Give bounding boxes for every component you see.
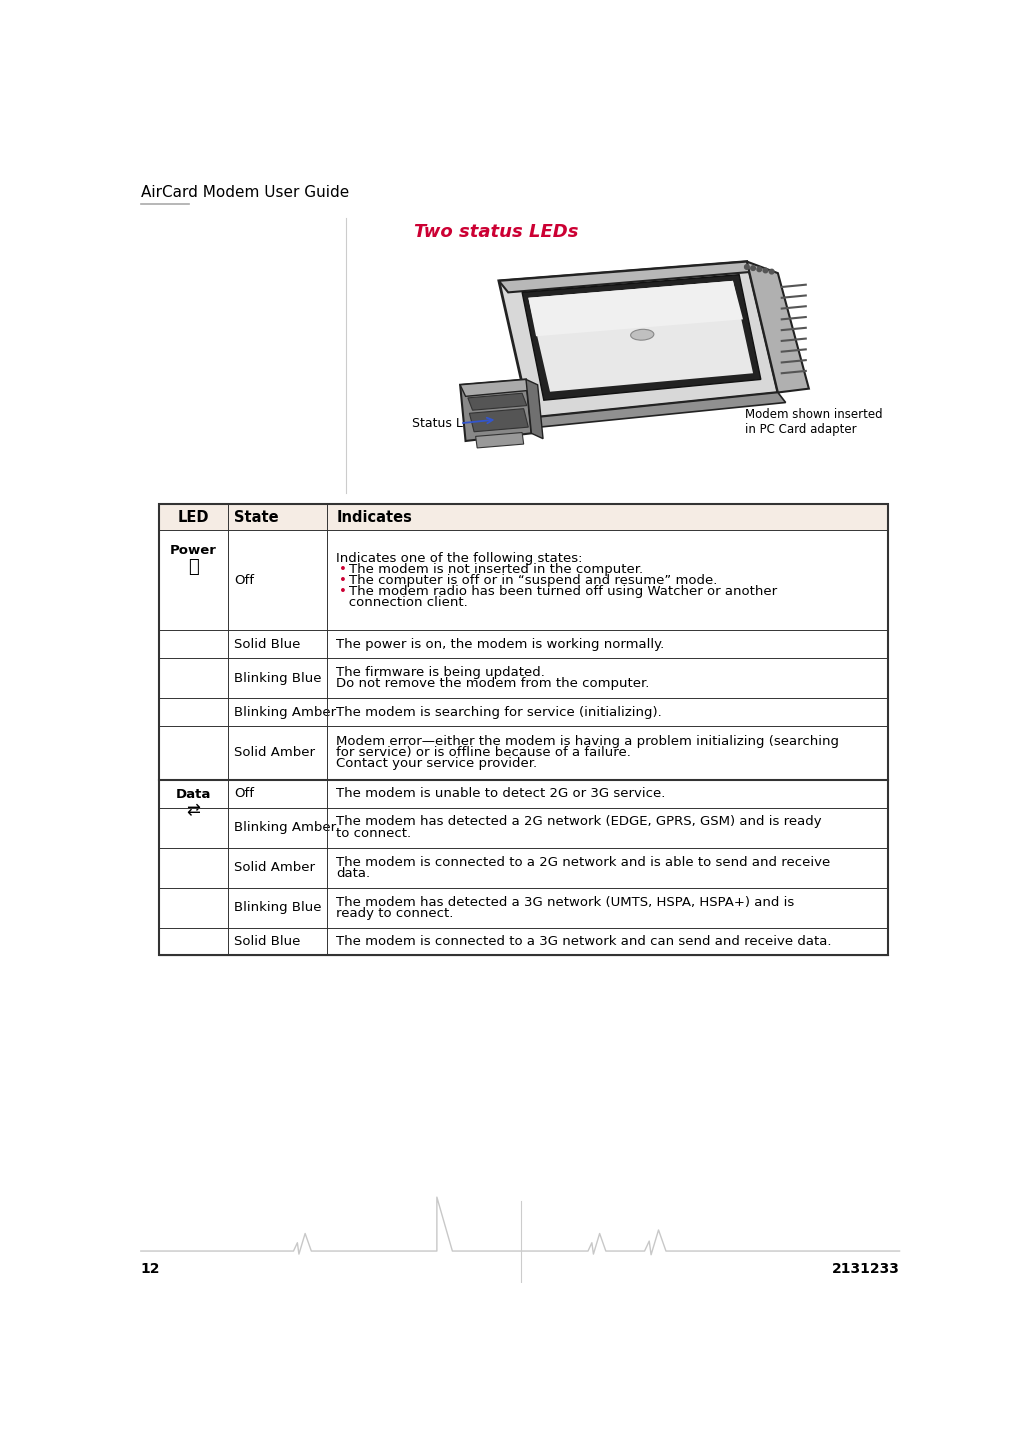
Text: The modem is unable to detect 2G or 3G service.: The modem is unable to detect 2G or 3G s…	[336, 787, 666, 800]
Text: Off: Off	[233, 787, 254, 800]
Text: Blinking Amber: Blinking Amber	[233, 820, 336, 833]
Polygon shape	[530, 392, 786, 427]
Text: Off: Off	[233, 574, 254, 587]
Polygon shape	[476, 433, 524, 448]
Bar	[159, 505, 888, 956]
Text: 2131233: 2131233	[831, 1262, 899, 1276]
Text: ⇄: ⇄	[187, 802, 200, 819]
Bar	[159, 505, 888, 531]
Polygon shape	[499, 261, 777, 418]
Text: The modem is searching for service (initializing).: The modem is searching for service (init…	[336, 705, 662, 718]
Circle shape	[745, 265, 749, 270]
Polygon shape	[529, 281, 743, 336]
Text: Blinking Blue: Blinking Blue	[233, 901, 322, 914]
Text: The firmware is being updated.: The firmware is being updated.	[336, 666, 545, 679]
Text: State: State	[233, 509, 278, 525]
Polygon shape	[526, 379, 543, 438]
Text: Do not remove the modem from the computer.: Do not remove the modem from the compute…	[336, 678, 650, 691]
Text: Power: Power	[171, 544, 217, 557]
Text: ready to connect.: ready to connect.	[336, 907, 454, 920]
Polygon shape	[460, 379, 532, 441]
Polygon shape	[747, 261, 809, 392]
Text: connection client.: connection client.	[336, 596, 468, 609]
Polygon shape	[499, 261, 754, 293]
Text: LED: LED	[178, 509, 209, 525]
Text: The modem has detected a 2G network (EDGE, GPRS, GSM) and is ready: The modem has detected a 2G network (EDG…	[336, 816, 822, 829]
Text: AirCard Modem User Guide: AirCard Modem User Guide	[141, 186, 349, 200]
Polygon shape	[460, 379, 532, 397]
Circle shape	[763, 268, 767, 273]
Text: Blinking Blue: Blinking Blue	[233, 672, 322, 685]
Ellipse shape	[630, 329, 654, 340]
Text: The modem radio has been turned off using Watcher or another: The modem radio has been turned off usin…	[348, 585, 776, 598]
Text: Solid Amber: Solid Amber	[233, 747, 315, 760]
Text: The modem is connected to a 2G network and is able to send and receive: The modem is connected to a 2G network a…	[336, 855, 830, 868]
Circle shape	[757, 267, 761, 271]
Text: Solid Amber: Solid Amber	[233, 861, 315, 874]
Text: Contact your service provider.: Contact your service provider.	[336, 757, 537, 770]
Text: 12: 12	[141, 1262, 160, 1276]
Text: ⏻: ⏻	[188, 558, 199, 575]
Text: for service) or is offline because of a failure.: for service) or is offline because of a …	[336, 747, 631, 760]
Text: The modem is connected to a 3G network and can send and receive data.: The modem is connected to a 3G network a…	[336, 934, 831, 947]
Polygon shape	[522, 274, 761, 401]
Text: •: •	[339, 585, 347, 598]
Text: Data: Data	[176, 787, 211, 800]
Text: Two status LEDs: Two status LEDs	[414, 224, 579, 241]
Text: The power is on, the modem is working normally.: The power is on, the modem is working no…	[336, 637, 665, 650]
Text: Modem error—either the modem is having a problem initializing (searching: Modem error—either the modem is having a…	[336, 735, 839, 748]
Text: data.: data.	[336, 867, 370, 880]
Text: to connect.: to connect.	[336, 826, 411, 839]
Text: The modem has detected a 3G network (UMTS, HSPA, HSPA+) and is: The modem has detected a 3G network (UMT…	[336, 895, 795, 908]
Circle shape	[751, 265, 755, 271]
Text: Indicates one of the following states:: Indicates one of the following states:	[336, 552, 583, 565]
Circle shape	[769, 270, 774, 274]
Text: Modem shown inserted
in PC Card adapter: Modem shown inserted in PC Card adapter	[745, 408, 883, 435]
Text: •: •	[339, 574, 347, 587]
Polygon shape	[469, 408, 529, 431]
Text: Indicates: Indicates	[336, 509, 412, 525]
Text: Status LEDs: Status LEDs	[412, 417, 487, 430]
Text: The modem is not inserted in the computer.: The modem is not inserted in the compute…	[348, 562, 642, 575]
Text: •: •	[339, 562, 347, 575]
Text: Blinking Amber: Blinking Amber	[233, 705, 336, 718]
Text: The computer is off or in “suspend and resume” mode.: The computer is off or in “suspend and r…	[348, 574, 717, 587]
Polygon shape	[468, 394, 527, 410]
Polygon shape	[529, 281, 753, 392]
Text: Solid Blue: Solid Blue	[233, 637, 300, 650]
Text: Solid Blue: Solid Blue	[233, 934, 300, 947]
